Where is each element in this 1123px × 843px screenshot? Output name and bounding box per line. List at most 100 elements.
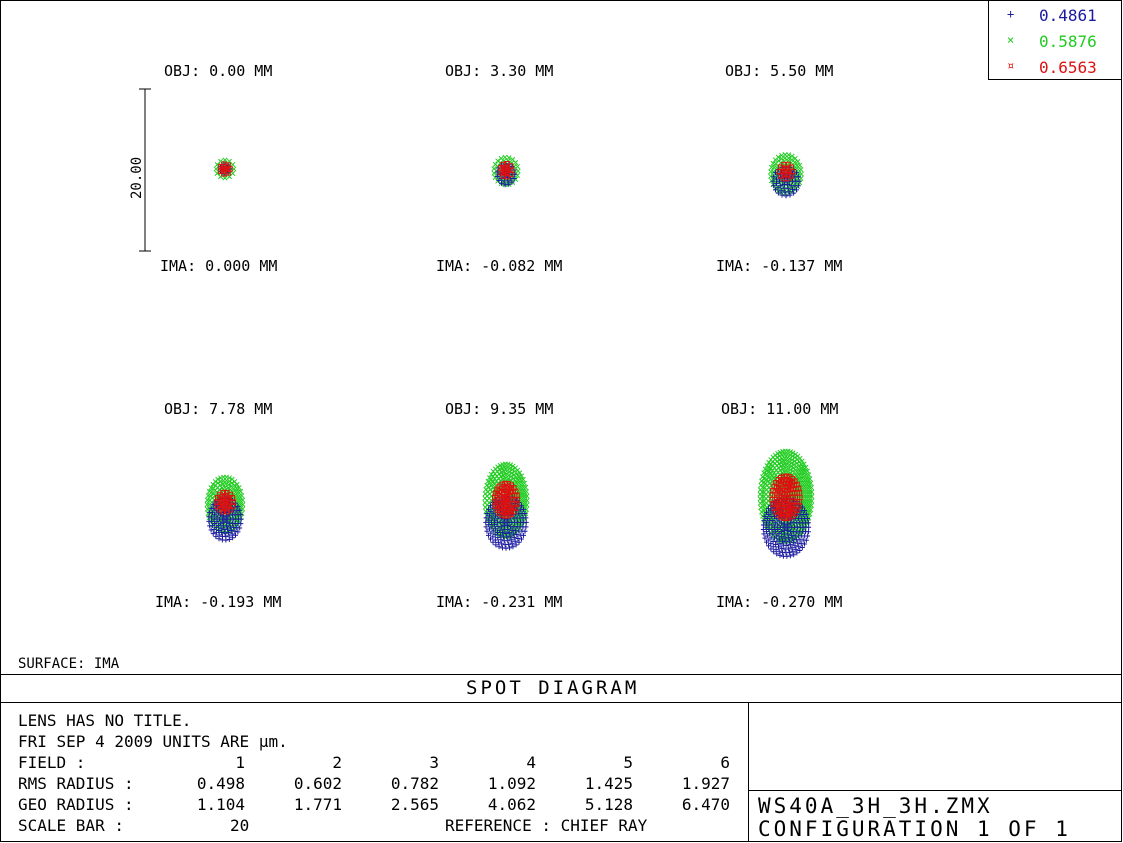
spot-point: [805, 498, 811, 504]
field-spot: [204, 474, 246, 543]
spot-point: [490, 528, 496, 534]
spot-point: [216, 528, 222, 534]
spot-point: [782, 527, 788, 533]
field-number: 2: [332, 753, 342, 772]
spot-point: [487, 503, 493, 509]
spot-point: [779, 192, 785, 198]
spot-point: [804, 480, 810, 486]
spot-point: [222, 516, 228, 522]
spot-point: [220, 502, 227, 508]
configuration-label: CONFIGURATION 1 OF 1: [758, 817, 1071, 841]
spot-point: [782, 497, 788, 504]
legend-entry: ¤ 0.6563: [989, 56, 1123, 82]
spot-point: [208, 527, 214, 533]
spot-point: [223, 513, 229, 519]
spot-point: [761, 531, 767, 537]
rms-value: 0.498: [196, 774, 245, 793]
spot-point: [490, 539, 496, 545]
spot-point: [221, 527, 227, 533]
spot-point: [211, 516, 217, 522]
spot-point: [222, 166, 228, 172]
spot-point: [807, 511, 813, 517]
spot-point: [225, 530, 231, 536]
spot-point: [504, 509, 511, 516]
spot-point: [787, 538, 793, 544]
legend-entry: + 0.4861: [989, 4, 1123, 30]
divider: [0, 702, 1122, 703]
spot-point: [761, 518, 767, 524]
spot-point: [214, 514, 220, 520]
field-spot: [213, 157, 237, 181]
spot-point: [770, 518, 776, 524]
spot-point: [803, 498, 809, 504]
spot-point: [503, 530, 509, 536]
spot-point: [782, 546, 788, 552]
spot-point: [519, 503, 525, 509]
spot-point: [496, 544, 502, 550]
spot-point: [501, 509, 508, 516]
spot-point: [523, 506, 529, 512]
spot-point: [227, 524, 233, 530]
spot-point: [791, 482, 798, 489]
spot-point: [510, 531, 516, 537]
spot-point: [520, 497, 526, 504]
spot-point: [500, 161, 506, 168]
spot-point: [786, 507, 792, 514]
spot-point: [485, 506, 491, 512]
spot-point: [809, 498, 815, 504]
geo-value: 1.771: [293, 795, 342, 814]
spot-point: [486, 522, 492, 528]
spot-point: [771, 174, 777, 180]
spot-point: [235, 503, 241, 509]
spot-point: [774, 538, 780, 544]
spot-point: [510, 544, 516, 550]
field-number: 1: [235, 753, 245, 772]
divider: [748, 702, 749, 842]
spot-point: [524, 493, 530, 499]
spot-point: [493, 526, 499, 532]
spot-point: [483, 519, 489, 525]
spot-point: [776, 461, 782, 467]
spot-point: [499, 545, 505, 551]
spot-point: [501, 164, 508, 171]
legend-label: 0.6563: [1039, 58, 1097, 77]
spot-point: [219, 530, 225, 536]
spot-point: [786, 168, 793, 175]
spot-point: [524, 502, 530, 508]
spot-point: [224, 508, 230, 515]
spot-point: [800, 485, 806, 491]
spot-point: [796, 544, 802, 550]
spot-point: [490, 534, 496, 540]
spot-point: [218, 525, 224, 531]
spot-point: [771, 183, 777, 189]
spot-point: [497, 532, 503, 538]
spot-point: [789, 545, 795, 551]
spot-point: [783, 193, 789, 199]
spot-point: [493, 542, 499, 548]
spot-point: [509, 527, 515, 533]
spot-point: [759, 498, 765, 504]
spot-point: [781, 161, 787, 168]
spot-point: [788, 520, 794, 526]
field-ima-label: IMA: -0.193 MM: [155, 593, 282, 611]
spot-point: [762, 513, 768, 519]
spot-point: [781, 165, 788, 172]
spot-point: [509, 179, 515, 185]
spot-point: [771, 549, 777, 555]
spot-point: [760, 502, 766, 509]
spot-point: [783, 473, 790, 480]
spot-point: [498, 485, 505, 492]
spot-point: [506, 530, 512, 536]
spot-point: [490, 511, 496, 517]
file-name: WS40A_3H_3H.ZMX: [758, 794, 993, 818]
field-obj-label: OBJ: 7.78 MM: [164, 400, 273, 418]
spot-point: [804, 507, 810, 513]
field-obj-label: OBJ: 0.00 MM: [164, 62, 273, 80]
spot-point: [783, 168, 789, 175]
spot-point: [772, 524, 778, 530]
spot-point: [784, 171, 791, 178]
spot-point: [492, 522, 498, 528]
legend-marker: +: [1007, 7, 1015, 21]
spot-point: [762, 535, 768, 541]
spot-point: [494, 173, 500, 179]
